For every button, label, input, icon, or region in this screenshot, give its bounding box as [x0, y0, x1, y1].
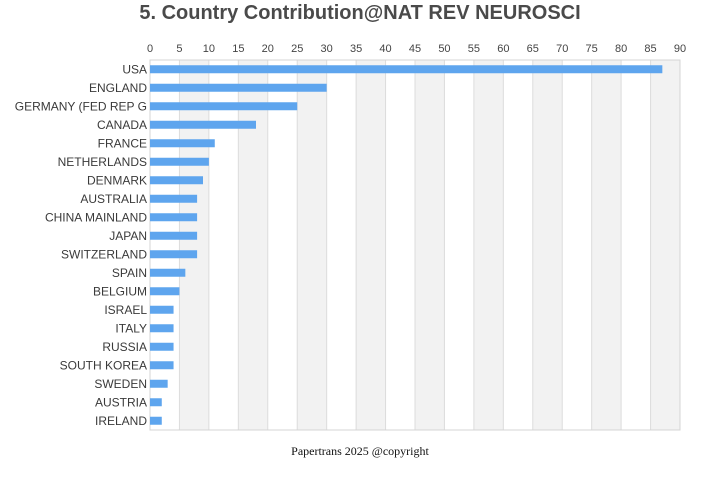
bar-south-korea	[150, 361, 174, 370]
grid-band	[532, 60, 563, 430]
bar-china-mainland	[150, 213, 198, 222]
grid-band	[356, 60, 386, 430]
grid-band	[238, 60, 268, 430]
plot-frame	[149, 59, 681, 431]
category-label: ENGLAND	[89, 81, 147, 95]
category-label: SOUTH KOREA	[60, 358, 147, 372]
category-label: JAPAN	[109, 229, 147, 243]
bar-germany-fed-rep-g	[150, 102, 298, 111]
bar-sweden	[150, 379, 168, 388]
bar-switzerland	[150, 250, 198, 259]
category-label: FRANCE	[98, 136, 147, 150]
x-tick-label: 25	[291, 43, 303, 55]
chart-title: 5. Country Contribution@NAT REV NEUROSCI	[139, 2, 581, 24]
category-label: NETHERLANDS	[58, 155, 147, 169]
x-tick-label: 5	[176, 43, 182, 55]
copyright-footer: Papertrans 2025 @copyright	[291, 444, 429, 458]
grid-band	[415, 60, 445, 430]
x-tick-label: 30	[321, 43, 333, 55]
bar-spain	[150, 268, 186, 277]
x-tick-label: 75	[586, 43, 598, 55]
bar-japan	[150, 231, 198, 240]
grid-band	[473, 60, 504, 430]
x-tick-label: 35	[350, 43, 362, 55]
bar-netherlands	[150, 157, 209, 166]
category-label: USA	[122, 62, 147, 76]
category-label: SPAIN	[112, 266, 147, 280]
grid-band	[179, 60, 209, 430]
bar-canada	[150, 120, 256, 129]
category-label: DENMARK	[87, 173, 147, 187]
x-tick-label: 50	[438, 43, 450, 55]
x-tick-label: 10	[203, 43, 215, 55]
category-label: BELGIUM	[93, 284, 147, 298]
category-label: CANADA	[97, 118, 147, 132]
x-tick-label: 85	[644, 43, 656, 55]
bar-denmark	[150, 176, 203, 185]
category-label: RUSSIA	[102, 340, 147, 354]
x-tick-label: 70	[556, 43, 568, 55]
category-label: AUSTRALIA	[80, 192, 147, 206]
bar-ireland	[150, 416, 162, 425]
category-labels: USA ENGLAND GERMANY (FED REP G CANADA FRANCE…	[15, 62, 148, 428]
bar-israel	[150, 305, 174, 314]
x-tick-label: 55	[468, 43, 480, 55]
grid-band	[591, 60, 622, 430]
category-label: GERMANY (FED REP G	[15, 99, 147, 113]
x-tick-label: 15	[232, 43, 244, 55]
bar-usa	[150, 65, 663, 74]
bar-russia	[150, 342, 174, 351]
category-label: ISRAEL	[104, 303, 147, 317]
x-axis-ticks: 0 5 10 15 20 25 30 35 40 45 50 55 60 65 70 75 80 85 90	[147, 43, 686, 55]
x-tick-label: 80	[615, 43, 627, 55]
x-tick-label: 90	[674, 43, 686, 55]
grid-band	[650, 60, 680, 430]
grid-bands	[179, 60, 680, 430]
bar-australia	[150, 194, 198, 203]
category-label: AUSTRIA	[95, 395, 147, 409]
category-label: SWEDEN	[94, 377, 147, 391]
bar-austria	[150, 398, 162, 407]
grid-band	[297, 60, 327, 430]
bar-england	[150, 83, 327, 92]
x-tick-label: 45	[409, 43, 421, 55]
grid-lines	[149, 60, 681, 430]
category-label: IRELAND	[95, 414, 147, 428]
x-tick-label: 40	[379, 43, 391, 55]
bars	[150, 65, 663, 425]
x-tick-label: 65	[527, 43, 539, 55]
category-label: CHINA MAINLAND	[45, 210, 147, 224]
bar-france	[150, 139, 215, 148]
bar-belgium	[150, 287, 180, 296]
category-label: ITALY	[115, 321, 147, 335]
x-tick-label: 0	[147, 43, 153, 55]
category-label: SWITZERLAND	[61, 247, 147, 261]
bar-italy	[150, 324, 174, 333]
x-tick-label: 60	[497, 43, 509, 55]
x-tick-label: 20	[262, 43, 274, 55]
